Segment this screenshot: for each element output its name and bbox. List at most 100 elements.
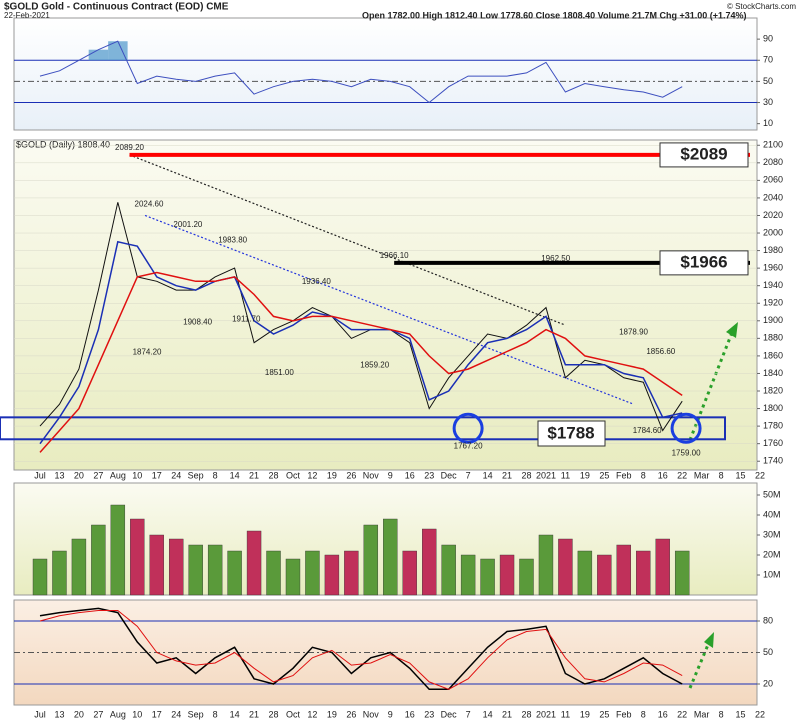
volume-bar (266, 550, 281, 596)
x-tick-label: 9 (388, 709, 393, 719)
x-tick-label: 26 (346, 470, 356, 480)
y-tick-label: 1940 (763, 280, 783, 290)
price-annotation: 1759.00 (672, 449, 701, 458)
volume-bar (538, 534, 554, 596)
volume-bar (32, 558, 48, 596)
y-tick-label: 1960 (763, 263, 783, 273)
x-tick-label: 20 (74, 470, 84, 480)
x-tick-label: 13 (54, 470, 64, 480)
x-tick-label: Feb (616, 709, 632, 719)
price-annotation: 1878.90 (619, 327, 648, 336)
x-tick-label: 8 (641, 470, 646, 480)
volume-bar (577, 550, 593, 596)
price-annotation: 1966.10 (380, 251, 409, 260)
x-tick-label: 28 (269, 709, 279, 719)
x-tick-label: 26 (346, 709, 356, 719)
arrow-head (726, 322, 738, 338)
x-tick-label: 22 (755, 470, 765, 480)
x-tick-label: 2021 (536, 709, 556, 719)
y-tick-label: 1760 (763, 438, 783, 448)
volume-bar (71, 538, 87, 596)
volume-bar (207, 544, 223, 596)
x-tick-label: Sep (188, 470, 204, 480)
price-annotation: 1936.40 (302, 277, 331, 286)
volume-bar (324, 554, 340, 596)
line (39, 40, 683, 104)
x-tick-label: 9 (388, 470, 393, 480)
volume-bar (616, 544, 631, 596)
x-tick-label: 27 (93, 709, 103, 719)
y-tick-label: 80 (763, 615, 773, 625)
x-tick-label: Nov (363, 470, 380, 480)
y-tick-label: 2080 (763, 157, 783, 167)
x-tick-label: 16 (405, 470, 415, 480)
y-tick-label: 50 (763, 76, 773, 86)
line (39, 271, 683, 453)
price-annotation: 2024.60 (135, 200, 164, 209)
x-tick-label: 19 (327, 709, 337, 719)
label-box (659, 142, 749, 168)
x-tick-label: 14 (483, 470, 493, 480)
date: 22-Feb-2021 (4, 11, 50, 20)
x-tick-label: Feb (616, 470, 632, 480)
y-tick-label: 30M (763, 529, 781, 539)
x-tick-label: 14 (483, 709, 493, 719)
x-tick-label: 11 (561, 709, 570, 719)
y-tick-label: 40M (763, 509, 781, 519)
x-tick-label: 28 (521, 709, 531, 719)
x-tick-label: Mar (694, 470, 710, 480)
y-tick-label: 2020 (763, 210, 783, 220)
x-tick-label: 22 (677, 470, 687, 480)
price-annotation: 1767.20 (454, 441, 483, 450)
y-tick-label: 1800 (763, 403, 783, 413)
y-tick-label: 70 (763, 55, 773, 65)
price-panel (13, 139, 758, 471)
volume-bar (363, 524, 379, 596)
level-label: $2089 (680, 144, 727, 163)
volume-bar (149, 534, 164, 596)
label-box (659, 250, 749, 276)
x-tick-label: Dec (441, 709, 458, 719)
volume-bar (91, 524, 106, 596)
rsi-panel (13, 17, 758, 131)
line (39, 202, 683, 432)
x-tick-label: 23 (424, 470, 434, 480)
volume-bar (558, 538, 573, 596)
label-box (537, 420, 606, 447)
volume-bar (110, 504, 126, 596)
x-tick-label: Jul (34, 709, 46, 719)
volume-bar (305, 550, 320, 596)
volume-bar (402, 550, 417, 596)
volume-bar (130, 518, 145, 596)
x-tick-label: Oct (286, 709, 301, 719)
x-tick-label: 22 (755, 709, 765, 719)
x-tick-label: Mar (694, 709, 710, 719)
x-tick-label: 16 (658, 470, 668, 480)
x-tick-label: Sep (188, 709, 204, 719)
x-tick-label: 24 (171, 709, 181, 719)
volume-bar (441, 544, 456, 596)
x-tick-label: 11 (561, 470, 570, 480)
quote: Open 1782.00 High 1812.40 Low 1778.60 Cl… (362, 10, 747, 20)
x-tick-label: 22 (677, 709, 687, 719)
x-tick-label: 23 (424, 709, 434, 719)
volume-bar (636, 550, 651, 596)
x-tick-label: 21 (502, 709, 512, 719)
y-tick-label: 1900 (763, 315, 783, 325)
volume-bar (519, 558, 534, 596)
price-title: $GOLD (Daily) 1808.40 (16, 139, 110, 149)
x-tick-label: Oct (286, 470, 301, 480)
volume-bar (460, 554, 476, 596)
x-tick-label: 16 (405, 709, 415, 719)
volume-bar (383, 518, 398, 596)
y-tick-label: 1840 (763, 368, 783, 378)
x-tick-label: 14 (230, 709, 240, 719)
x-tick-label: 16 (658, 709, 668, 719)
y-tick-label: 1740 (763, 456, 783, 466)
volume-bar (285, 558, 301, 596)
x-tick-label: 25 (599, 470, 609, 480)
x-tick-label: 15 (736, 470, 746, 480)
x-tick-label: 14 (230, 470, 240, 480)
y-tick-label: 2060 (763, 175, 783, 185)
